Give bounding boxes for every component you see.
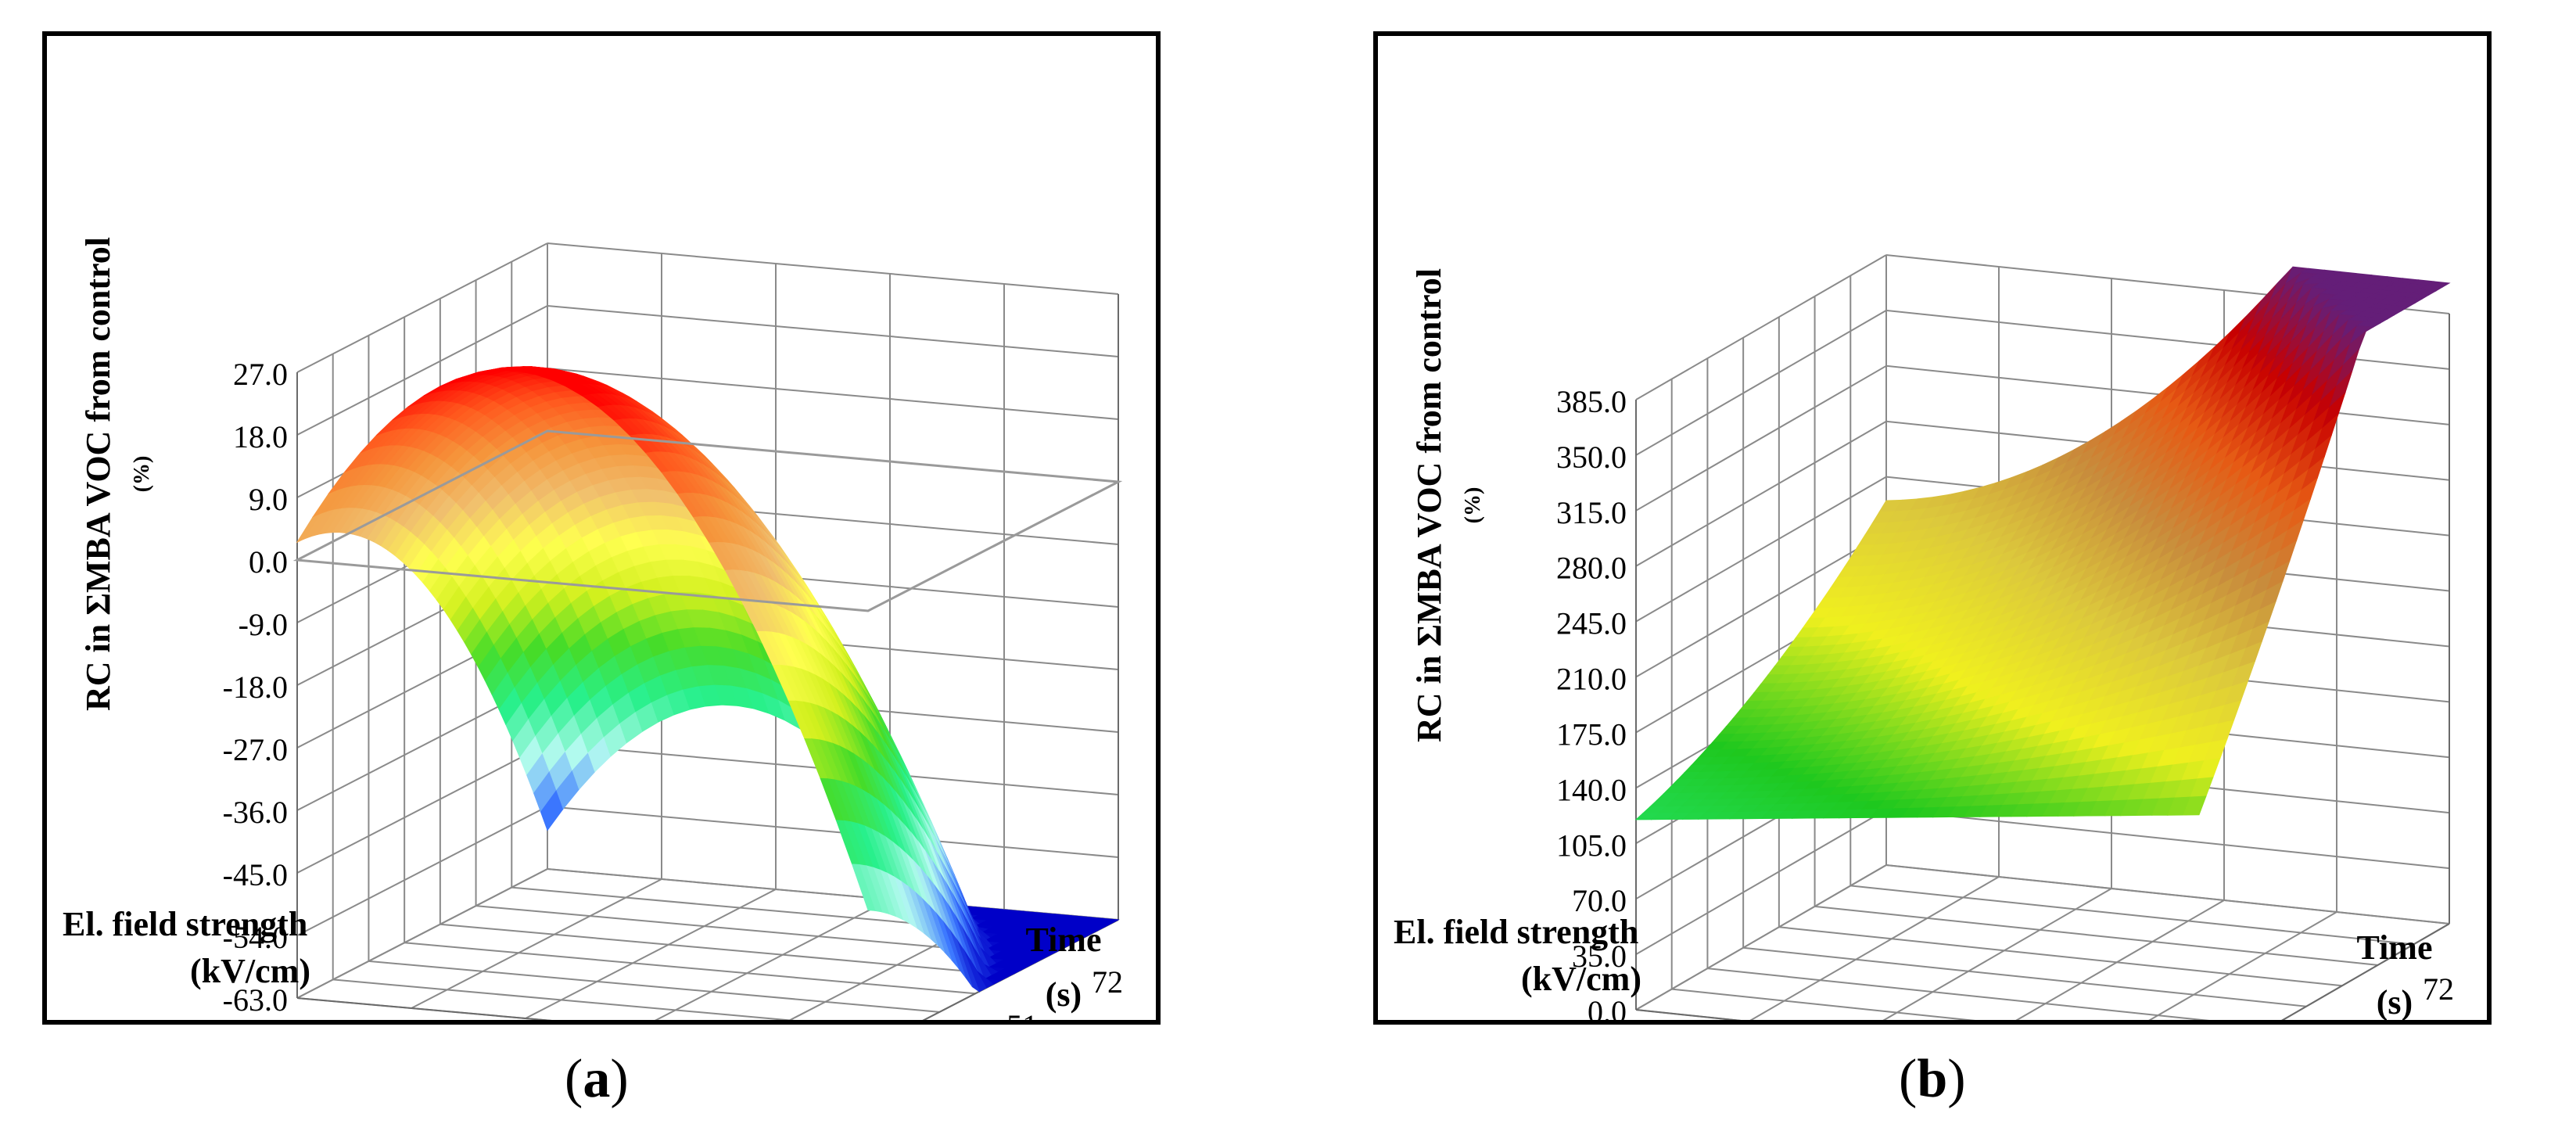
gridline-right-wall xyxy=(1885,809,2450,870)
z-tick-label: -9.0 xyxy=(239,607,288,642)
y-axis-title: Time xyxy=(2357,928,2433,967)
surface-patch xyxy=(851,864,876,911)
surface-patch xyxy=(2183,795,2207,816)
gridline-left-wall xyxy=(1635,310,1887,456)
gridline-floor xyxy=(439,923,1011,976)
y-tick-label: 72 xyxy=(1092,964,1123,1000)
z-tick-label: 385.0 xyxy=(1556,384,1627,419)
gridline-right-wall xyxy=(547,368,1119,420)
gridline-left-wall xyxy=(1635,364,1887,512)
gridline-left-wall xyxy=(296,242,548,373)
gridline-floor xyxy=(1707,968,2210,1020)
z-tick-label: 18.0 xyxy=(233,419,288,454)
gridline-right-wall xyxy=(547,806,1119,858)
gridline-left-wall xyxy=(296,806,548,936)
z-tick-label: 140.0 xyxy=(1556,772,1627,807)
z-tick-label: 27.0 xyxy=(233,357,288,392)
z-tick-label: -45.0 xyxy=(223,857,288,892)
z-tick-label: -54.0 xyxy=(223,920,288,955)
gridline-floor xyxy=(2148,911,2337,1020)
x-axis-unit: (kV/cm) xyxy=(190,952,310,990)
caption-b: (b) xyxy=(1899,1049,1966,1109)
gridline-left-wall xyxy=(1635,809,1887,955)
y-axis-unit: (s) xyxy=(1046,975,1082,1014)
gridline-left-wall xyxy=(1635,420,1887,567)
gridline-left-wall xyxy=(1635,476,1887,623)
y-tick-label: 72 xyxy=(2423,971,2454,1007)
gridline-floor xyxy=(2015,899,2225,1020)
gridline-floor xyxy=(368,960,940,1013)
gridline-left-wall xyxy=(296,743,548,874)
z-tick-label: 350.0 xyxy=(1556,440,1627,475)
gridline-floor xyxy=(1850,885,2414,946)
gridline-floor xyxy=(525,889,777,1019)
axis-front-left xyxy=(1635,1009,1742,1020)
x-axis-title: El. field strength xyxy=(1394,913,1638,951)
caption-a: (a) xyxy=(565,1049,629,1109)
z-axis-title: RC in ΣMBA VOC from control xyxy=(79,237,117,711)
z-tick-label: 315.0 xyxy=(1556,495,1627,530)
gridline-floor xyxy=(655,899,891,1020)
gridline-floor xyxy=(1635,864,1887,1011)
y-axis-unit: (s) xyxy=(2377,983,2413,1020)
z-tick-label: 175.0 xyxy=(1556,716,1627,752)
z-axis-unit: (%) xyxy=(130,456,154,493)
z-tick-label: 210.0 xyxy=(1556,662,1627,697)
gridline-floor xyxy=(1743,946,2307,1007)
z-tick-label: 245.0 xyxy=(1556,606,1627,641)
y-tick-label: 51 xyxy=(1006,1008,1038,1020)
surface xyxy=(1634,266,2451,820)
axis-front-left xyxy=(296,997,552,1020)
gridline-floor xyxy=(404,942,976,995)
surface-chart-a: 27.0 18.0 9.0 0.0 -9.0 -18.0 -27.0 -36.0 -45.0 -5… xyxy=(63,237,1123,1020)
surface xyxy=(292,366,1123,993)
z-tick-label: 35.0 xyxy=(1572,939,1627,974)
z-tick-label: 0.0 xyxy=(249,544,288,580)
gridline-floor xyxy=(1671,988,1975,1020)
z-tick-label: -18.0 xyxy=(223,670,288,705)
z-tick-label: -63.0 xyxy=(223,982,288,1018)
y-axis-title: Time xyxy=(1026,921,1102,959)
gridline-floor xyxy=(411,878,662,1009)
z-tick-label: -27.0 xyxy=(223,732,288,767)
reference-plane-zero xyxy=(292,429,1123,612)
z-tick-label: 0.0 xyxy=(1588,994,1627,1020)
z-tick-label: 105.0 xyxy=(1556,828,1627,863)
gridline-left-wall xyxy=(296,305,548,436)
z-tick-label: 70.0 xyxy=(1572,883,1627,918)
gridline-floor xyxy=(1778,926,2342,987)
surface-chart-b: 385.0 350.0 315.0 280.0 245.0 210.0 175.0 140.0… xyxy=(1394,254,2454,1020)
gridline-floor xyxy=(1814,905,2378,966)
gridline-floor xyxy=(1749,876,2000,1020)
axis-labels: 27.0 18.0 9.0 0.0 -9.0 -18.0 -27.0 -36.0 -45.0 -5… xyxy=(63,237,1123,1020)
gridline-left-wall xyxy=(1635,531,1887,678)
axis-front-right xyxy=(2281,923,2450,1020)
gridline-floor xyxy=(1885,864,2450,925)
z-axis-unit: (%) xyxy=(1461,487,1485,524)
panel-b: 385.0 350.0 315.0 280.0 245.0 210.0 175.0 140.0… xyxy=(1373,31,2492,1025)
axis-labels: 385.0 350.0 315.0 280.0 245.0 210.0 175.0 140.0… xyxy=(1394,268,2454,1020)
gridline-right-wall xyxy=(547,305,1119,357)
z-tick-label: 280.0 xyxy=(1556,551,1627,586)
x-axis-title: El. field strength xyxy=(63,905,307,943)
gridline-floor xyxy=(332,978,795,1020)
z-tick-label: -36.0 xyxy=(223,795,288,830)
x-axis-unit: (kV/cm) xyxy=(1521,960,1641,998)
gridline-floor xyxy=(1882,888,2112,1020)
z-tick-label: 9.0 xyxy=(249,482,288,517)
gridline-floor xyxy=(296,868,548,999)
gridline-right-wall xyxy=(547,242,1119,295)
panel-a: 27.0 18.0 9.0 0.0 -9.0 -18.0 -27.0 -36.0 -45.0 -5… xyxy=(42,31,1161,1025)
gridline-left-wall xyxy=(1635,254,1887,400)
z-axis-title: RC in ΣMBA VOC from control xyxy=(1410,268,1448,742)
